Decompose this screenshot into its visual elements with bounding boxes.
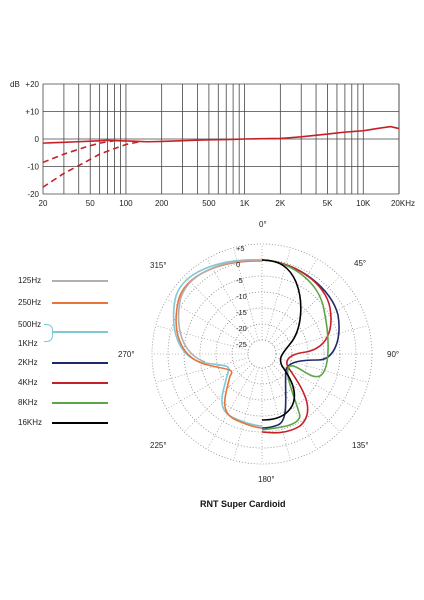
polar-pattern-5	[261, 259, 329, 431]
polar-pattern-0	[172, 259, 263, 427]
legend-swatch	[52, 422, 108, 424]
polar-ring	[215, 307, 309, 401]
angle-label: 225°	[150, 441, 167, 450]
legend-label: 4KHz	[18, 378, 38, 387]
polar-grid	[151, 243, 373, 465]
polar-spoke	[206, 258, 256, 343]
polar-spoke	[206, 365, 256, 450]
y-tick-label: -10	[27, 163, 39, 172]
legend-item-125hz: 125Hz	[18, 276, 118, 290]
polar-spoke	[265, 367, 291, 461]
y-tick-label: 0	[35, 135, 40, 144]
polar-spoke	[166, 298, 251, 348]
y-tick-label: +20	[25, 80, 39, 89]
legend-bracket	[44, 324, 53, 342]
polar-pattern-3	[261, 259, 340, 429]
x-tick-label: 20KHz	[391, 199, 415, 208]
polar-spoke	[268, 258, 318, 343]
angle-label: 135°	[352, 441, 369, 450]
legend-item-16khz: 16KHz	[18, 418, 118, 432]
legend-swatch	[52, 302, 108, 304]
polar-labels: +5 0 -5 -10 -15 -20 -25 0° 45° 90° 135° 180° 225° 270…	[118, 220, 399, 484]
y-tick-label: +10	[25, 108, 39, 117]
freq-labels: +20 +10 0 -10 -20 dB 20 50 100 200 500 1K 2K 5K 10K 20K…	[10, 80, 415, 208]
polar-spoke	[271, 276, 340, 345]
freq-response-series-2	[42, 140, 140, 188]
legend-swatch	[52, 331, 108, 333]
legend-label: 2KHz	[18, 358, 38, 367]
legend-label: 125Hz	[18, 276, 42, 285]
polar-spoke	[184, 363, 253, 432]
x-tick-label: 50	[86, 199, 95, 208]
chart-title: RNT Super Cardioid	[200, 499, 286, 509]
legend-swatch	[52, 402, 108, 404]
polar-ring	[151, 243, 373, 465]
polar-pattern-6	[261, 259, 302, 421]
polar-spoke	[155, 325, 249, 351]
freq-series	[42, 125, 400, 188]
legend-label: 1KHz	[18, 339, 38, 348]
freq-grid	[42, 83, 400, 195]
x-tick-label: 100	[119, 199, 133, 208]
legend-item-500hz-1khz: 500Hz 1KHz	[18, 320, 118, 350]
freq-response-series-1	[42, 139, 115, 164]
x-tick-label: 200	[155, 199, 169, 208]
legend-item-4khz: 4KHz	[18, 378, 118, 392]
polar-pattern-chart: +5 0 -5 -10 -15 -20 -25 0° 45° 90° 135° 180° 225° 270…	[118, 220, 399, 484]
x-tick-label: 1K	[240, 199, 250, 208]
angle-label: 270°	[118, 350, 135, 359]
legend-swatch	[52, 362, 108, 364]
r-tick-label: -10	[236, 292, 247, 301]
r-tick-label: -5	[236, 276, 243, 285]
r-tick-label: -25	[236, 340, 247, 349]
x-tick-label: 10K	[356, 199, 371, 208]
y-tick-label: -20	[27, 190, 39, 199]
angle-label: 0°	[259, 220, 267, 229]
polar-series	[172, 259, 340, 434]
polar-spoke	[271, 363, 340, 432]
polar-spoke	[166, 360, 251, 410]
legend-item-250hz: 250Hz	[18, 298, 118, 312]
r-tick-label: 0	[236, 260, 240, 269]
angle-label: 90°	[387, 350, 399, 359]
legend-label: 250Hz	[18, 298, 42, 307]
polar-spoke	[184, 276, 253, 345]
legend-label: 8KHz	[18, 398, 38, 407]
y-axis-label: dB	[10, 80, 20, 89]
r-tick-label: +5	[236, 244, 245, 253]
polar-pattern-4	[261, 259, 332, 434]
angle-label: 45°	[354, 259, 366, 268]
frequency-response-chart: +20 +10 0 -10 -20 dB 20 50 100 200 500 1K 2K 5K 10K 20K…	[10, 80, 415, 208]
polar-ring	[167, 259, 357, 449]
x-tick-label: 5K	[323, 199, 333, 208]
legend-label: 16KHz	[18, 418, 43, 427]
polar-spoke	[268, 365, 318, 450]
legend-swatch	[52, 280, 108, 282]
angle-label: 315°	[150, 261, 167, 270]
polar-pattern-2	[177, 259, 263, 363]
freq-response-series-0	[42, 125, 400, 144]
polar-spoke	[233, 367, 259, 461]
legend-item-2khz: 2KHz	[18, 358, 118, 372]
r-tick-label: -20	[236, 324, 247, 333]
legend-swatch	[52, 382, 108, 384]
x-tick-label: 500	[202, 199, 216, 208]
x-tick-label: 2K	[275, 199, 285, 208]
polar-spoke	[273, 298, 358, 348]
x-tick-label: 20	[39, 199, 48, 208]
r-tick-label: -15	[236, 308, 247, 317]
angle-label: 180°	[258, 475, 275, 484]
legend-item-8khz: 8KHz	[18, 398, 118, 412]
polar-ring	[247, 339, 277, 369]
legend-label: 500Hz	[18, 320, 42, 329]
